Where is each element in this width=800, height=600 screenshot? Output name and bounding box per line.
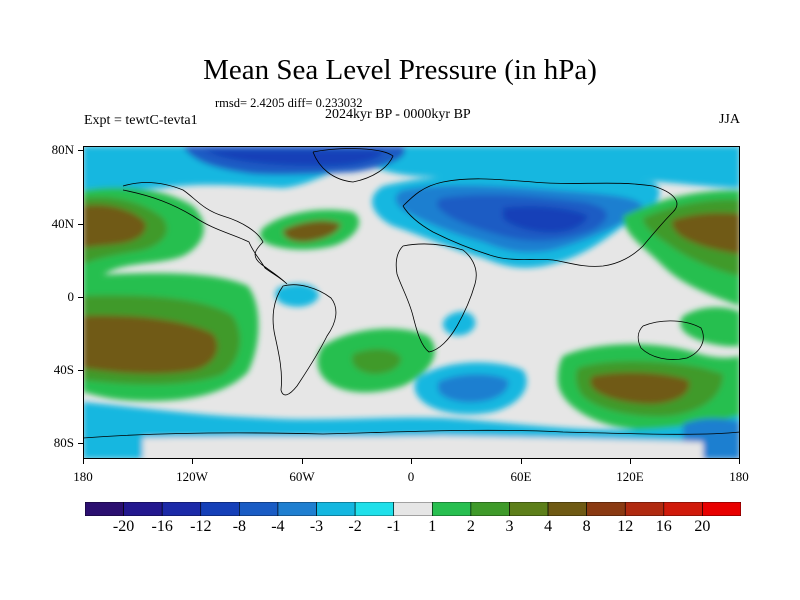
colorbar-swatch [200,502,240,516]
map-plot [83,146,740,459]
colorbar-swatch [277,502,317,516]
ytick-0 [78,297,83,298]
ytick-40s [78,370,83,371]
xtick-180e [739,459,740,464]
colorbar [85,502,741,516]
colorbar-label: 1 [428,518,437,535]
colorbar-label: -3 [309,518,324,535]
colorbar-label: -20 [112,518,135,535]
greenland-coast [312,148,394,183]
ytick-80s [78,443,83,444]
colorbar-label: 8 [582,518,591,535]
eurasia-low-deep [503,206,588,233]
xtick-120e [630,459,631,464]
chart-title: Mean Sea Level Pressure (in hPa) [203,54,597,86]
x-label-60w: 60W [289,469,315,484]
xtick-180w [83,459,84,464]
y-label-80s: 80S [53,435,74,450]
colorbar-swatch [239,502,279,516]
southern-ocean-low-core [438,374,509,403]
colorbar-label: 3 [505,518,514,535]
s-atlantic-high-olive [352,349,401,374]
antarctic-interior [143,436,703,459]
coastlines [83,148,740,439]
colorbar-label: -12 [190,518,212,535]
y-label-40n: 40N [51,216,74,231]
colorbar-swatch [509,502,549,516]
experiment-label: Expt = tewtC-tevta1 [84,113,198,128]
y-label-40s: 40S [53,362,74,377]
colorbar-swatch [123,502,163,516]
colorbar-swatch [431,502,472,516]
europe-asia-coast [402,178,678,267]
colorbar-swatch [624,502,665,516]
map-frame [83,146,740,459]
xtick-120w [192,459,193,464]
season-label: JJA [718,112,740,127]
colorbar-swatch [85,502,124,516]
indian-ocean-low [442,311,476,336]
sw-pacific-high [680,307,740,347]
xtick-60e [521,459,522,464]
africa-coast [395,243,477,353]
y-label-80n: 80N [51,142,74,157]
x-label-180e: 180 [729,469,749,484]
australia-coast [637,320,704,360]
stats-label: rmsd= 2.4205 diff= 0.233032 [215,96,363,110]
anomaly-field [83,146,740,459]
colorbar-label: 20 [694,518,711,535]
x-label-60e: 60E [510,469,532,484]
ytick-40n [78,224,83,225]
colorbar-swatch [470,502,510,516]
colorbar-swatch [161,502,202,516]
ne-pacific-high-core [83,204,146,248]
colorbar-label: -16 [151,518,173,535]
y-label-0: 0 [67,289,75,304]
xtick-60w [302,459,303,464]
s-pacific-high-core [83,315,218,374]
n-atlantic-high-core [283,220,341,242]
tropical-atlantic-low [275,283,319,307]
colorbar-label: 4 [544,518,553,535]
colorbar-label: -8 [232,518,247,535]
colorbar-swatch [663,502,703,516]
xtick-0 [411,459,412,464]
s-indian-high-core [590,372,690,404]
colorbar-swatch [316,502,356,516]
colorbar-label: 2 [466,518,475,535]
arctic-deepest-low [203,150,383,166]
colorbar-swatch [586,502,626,516]
colorbar-swatch [354,502,395,516]
north-america-coast [122,182,288,285]
colorbar-label: 16 [655,518,672,535]
antarctica-coast [83,429,740,439]
colorbar-swatch [393,502,433,516]
x-label-0: 0 [407,469,415,484]
colorbar-label: -2 [348,518,362,535]
x-label-120e: 120E [616,469,644,484]
nw-pacific-high-core [672,212,740,254]
colorbar-label: 12 [617,518,634,535]
period-label: 2024kyr BP - 0000kyr BP [325,107,471,122]
ytick-80n [78,150,83,151]
colorbar-swatch [702,502,741,516]
colorbar-swatch [547,502,587,516]
x-label-180w: 180 [73,469,93,484]
south-america-coast [272,284,337,396]
colorbar-label: -4 [271,518,285,535]
colorbar-label: -1 [387,518,401,535]
x-label-120w: 120W [176,469,208,484]
